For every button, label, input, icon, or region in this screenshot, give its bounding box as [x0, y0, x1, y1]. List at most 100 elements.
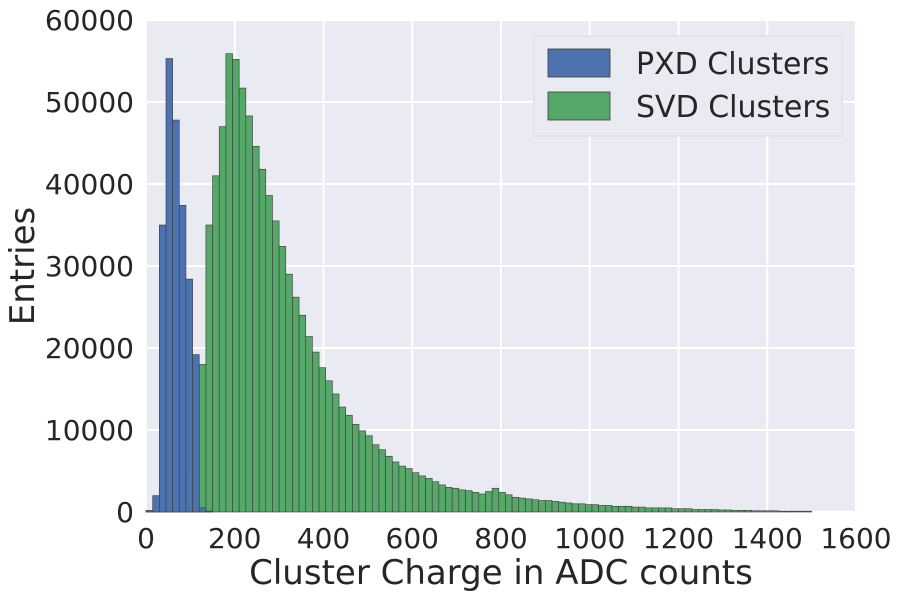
x-tick-label: 0: [137, 522, 155, 555]
svd-bar: [758, 510, 766, 513]
svd-bar: [684, 508, 693, 513]
svd-bar: [565, 502, 573, 513]
svd-bar: [451, 487, 460, 513]
x-axis-label: Cluster Charge in ADC counts: [249, 553, 753, 593]
y-tick-label: 50000: [45, 86, 134, 119]
svd-bar: [265, 195, 273, 513]
svd-bar: [238, 87, 247, 513]
pxd-bar: [165, 58, 173, 513]
svd-bar: [485, 491, 493, 513]
svd-bar: [338, 406, 346, 513]
svd-bar: [292, 296, 300, 513]
svd-bar: [578, 503, 586, 513]
pxd-bar: [159, 224, 167, 513]
svd-bar: [804, 510, 812, 513]
svd-bar: [245, 115, 253, 513]
x-tick-label: 600: [386, 522, 439, 555]
svd-bar: [604, 505, 613, 513]
svd-bar: [332, 393, 340, 513]
svd-bar: [678, 508, 686, 513]
svd-bar: [545, 500, 553, 513]
pxd-bar: [145, 510, 153, 513]
svd-bar: [731, 510, 739, 513]
svd-bar: [358, 430, 366, 513]
svd-bar: [318, 367, 327, 513]
y-axis-label: Entries: [3, 207, 43, 325]
svd-bar: [784, 510, 792, 513]
pxd-bar: [185, 278, 193, 513]
svd-bar: [718, 509, 726, 513]
svd-bar: [438, 484, 446, 513]
svd-bar: [704, 509, 713, 513]
svd-bar: [298, 314, 307, 513]
y-tick-label: 60000: [45, 4, 134, 37]
svd-bar: [225, 53, 233, 513]
svd-bar: [624, 505, 633, 513]
pxd-bar: [198, 507, 207, 513]
svd-bar: [724, 509, 733, 513]
pxd-bar: [178, 205, 187, 513]
svd-bar: [458, 489, 466, 513]
svd-bar: [425, 478, 433, 513]
svd-bar: [305, 336, 313, 513]
x-tick-labels: 0 200 400 600 800 1000 1200 1400 1600: [137, 522, 892, 555]
svd-bar: [405, 468, 413, 513]
svd-bar: [198, 364, 207, 513]
svd-bar: [491, 487, 500, 513]
svd-bar: [511, 496, 520, 513]
svd-bar: [525, 498, 533, 513]
svd-bar: [258, 168, 267, 513]
svd-bar: [471, 492, 480, 513]
svd-bar: [558, 501, 566, 513]
svd-bar: [411, 472, 420, 513]
svd-bar: [272, 220, 280, 513]
svd-bar: [478, 493, 486, 513]
svd-bar: [518, 497, 526, 513]
svd-bar: [345, 414, 353, 513]
x-tick-label: 1400: [732, 522, 803, 555]
y-tick-label: 30000: [45, 250, 134, 283]
svd-bar: [398, 465, 406, 513]
svd-bar: [611, 505, 619, 513]
svd-bar: [571, 503, 579, 513]
svd-bar: [691, 509, 699, 513]
svd-bar: [325, 380, 333, 513]
svd-bar: [285, 273, 293, 513]
svd-bar: [764, 510, 772, 513]
svd-bar: [798, 510, 806, 513]
svd-bar: [218, 126, 227, 513]
legend-swatch-svd: [547, 91, 611, 121]
svd-bar: [352, 423, 360, 513]
svd-bar: [431, 481, 440, 513]
svd-bar: [711, 509, 719, 513]
svd-bar: [591, 504, 599, 513]
svd-bar: [651, 507, 659, 513]
svd-bar: [385, 455, 393, 513]
pxd-bars: [145, 58, 213, 513]
svd-bar: [312, 351, 320, 513]
svd-bar: [598, 505, 606, 513]
svd-bar: [278, 246, 287, 513]
svd-bar: [418, 475, 426, 513]
svd-bar: [505, 494, 513, 513]
svd-bar: [778, 510, 786, 513]
svd-bar: [538, 500, 546, 513]
svd-bar: [658, 507, 666, 513]
x-tick-label: 1200: [643, 522, 714, 555]
legend-label-svd: SVD Clusters: [636, 90, 830, 125]
x-tick-label: 800: [474, 522, 527, 555]
svd-bar: [644, 507, 653, 513]
svd-bar: [531, 499, 540, 513]
svd-bar: [465, 490, 473, 513]
legend-label-pxd: PXD Clusters: [636, 47, 829, 82]
svd-bar: [744, 510, 753, 513]
svd-bar: [751, 510, 759, 513]
svd-bar: [498, 492, 506, 513]
svd-bar: [771, 510, 779, 513]
pxd-bar: [205, 510, 213, 513]
svd-bar: [445, 487, 453, 513]
svd-bar: [638, 506, 646, 513]
svd-bar: [212, 175, 220, 513]
y-tick-label: 10000: [45, 414, 134, 447]
